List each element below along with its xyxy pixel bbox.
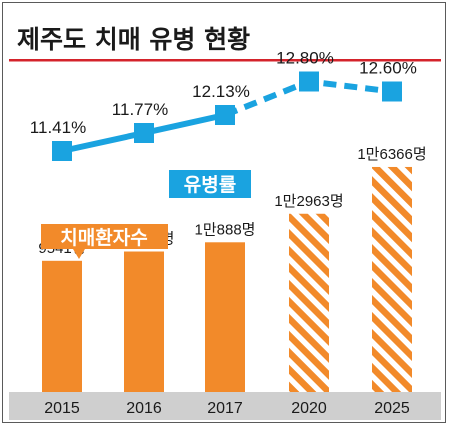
chart-canvas: 제주도 치매 유병 현황 11.41% 11.77% 12.13% 12.80% 12.…	[9, 25, 441, 420]
x-tick-label-2025: 2025	[374, 400, 410, 417]
line-data-label-2015: 11.41%	[30, 118, 86, 137]
x-tick-label-2020: 2020	[291, 400, 327, 417]
x-tick-label-2017: 2017	[207, 400, 243, 417]
x-tick-label-2016: 2016	[126, 400, 162, 417]
x-tick-label-2015: 2015	[44, 400, 80, 417]
line-data-label-2025: 12.60%	[359, 59, 417, 78]
year-axis-strip	[9, 392, 441, 420]
bar-2020	[289, 213, 329, 392]
line-chart: 11.41% 11.77% 12.13% 12.80% 12.60% 유병률	[30, 49, 417, 198]
line-series-label-box	[169, 170, 251, 198]
bar-data-label-2025: 1만6366명	[357, 146, 426, 163]
line-data-label-2017: 12.13%	[192, 82, 250, 101]
line-data-label-2020: 12.80%	[276, 49, 334, 68]
chart-title: 제주도 치매 유병 현황	[17, 25, 250, 54]
chart-frame: 제주도 치매 유병 현황 11.41% 11.77% 12.13% 12.80% 12.…	[2, 2, 446, 423]
bar-series-label-box	[41, 224, 168, 259]
line-point-2016	[134, 123, 154, 143]
line-point-2020	[299, 71, 319, 92]
title-rule	[9, 59, 441, 62]
line-series-label: 유병률	[184, 174, 236, 196]
line-point-2025	[382, 81, 402, 102]
line-point-2015	[52, 141, 72, 161]
bar-2017	[205, 242, 245, 392]
bar-series-label: 치매환자수	[60, 227, 147, 249]
bar-data-label-2017: 1만888명	[195, 221, 256, 238]
bar-2025	[372, 166, 412, 392]
bar-2016	[124, 251, 164, 392]
bar-data-label-2020: 1만2963명	[274, 193, 343, 210]
bar-2015	[42, 260, 82, 392]
bar-chart: 9541명20151만217명20161만888명20171만2963명2020…	[9, 146, 441, 420]
line-point-2017	[215, 105, 235, 125]
line-data-label-2016: 11.77%	[112, 100, 168, 119]
